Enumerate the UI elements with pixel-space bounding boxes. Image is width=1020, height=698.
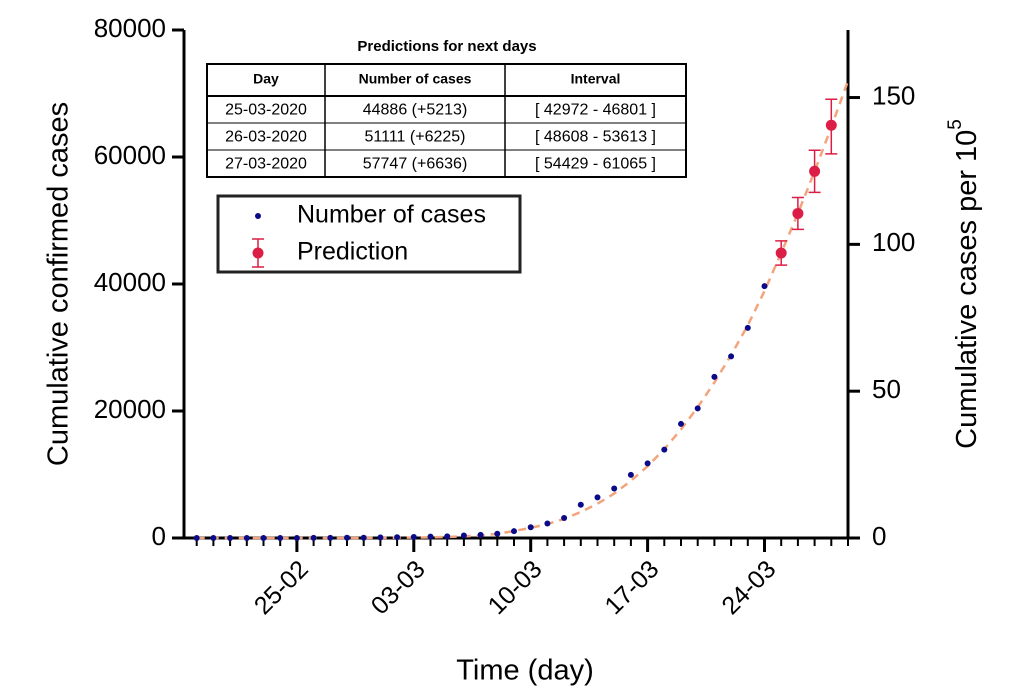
y2-axis-label-exponent: 5: [945, 119, 966, 130]
data-point: [310, 534, 317, 541]
y-axis-label: Cumulative confirmed cases: [43, 102, 75, 466]
table-cell: 57747 (+6636): [363, 156, 468, 173]
data-point: [744, 324, 751, 331]
data-point: [627, 471, 634, 478]
data-point: [243, 534, 250, 541]
data-point: [444, 533, 451, 540]
prediction-point: [775, 247, 787, 259]
legend-symbol: [255, 213, 261, 219]
table-cell: 27-03-2020: [225, 156, 307, 173]
data-point: [227, 534, 234, 541]
table-title: Predictions for next days: [357, 38, 536, 55]
table-cell: 25-03-2020: [225, 102, 307, 119]
data-point: [210, 534, 217, 541]
data-point: [711, 373, 718, 380]
data-point: [193, 534, 200, 541]
table-cell: [ 48608 - 53613 ]: [535, 129, 656, 146]
data-point: [277, 534, 284, 541]
data-point: [678, 420, 684, 427]
prediction-point: [792, 207, 804, 219]
data-point: [561, 515, 568, 522]
table-cell: 44886 (+5213): [363, 102, 468, 119]
y2-tick-label: 0: [872, 521, 886, 551]
data-point: [410, 533, 417, 540]
prediction-point: [825, 119, 837, 131]
data-point: [511, 528, 517, 535]
y-tick-label: 80000: [94, 13, 166, 43]
x-tick-label: 24-03: [716, 555, 781, 620]
data-point: [344, 534, 350, 541]
y-tick-label: 20000: [94, 394, 166, 424]
data-point: [327, 534, 334, 541]
prediction-point: [809, 165, 821, 177]
x-tick-label: 25-02: [249, 555, 314, 620]
data-point: [494, 530, 501, 537]
table-cell: [ 54429 - 61065 ]: [535, 156, 656, 173]
y-tick-label: 0: [152, 521, 166, 551]
data-point: [761, 283, 768, 290]
data-point: [728, 353, 735, 360]
fit-line: [196, 80, 850, 540]
table-header: Interval: [571, 71, 621, 87]
legend-label: Number of cases: [297, 201, 486, 229]
table-header: Number of cases: [359, 71, 472, 87]
table-border: [206, 63, 687, 178]
data-point: [360, 534, 367, 541]
data-point: [644, 460, 651, 467]
data-point: [661, 446, 668, 453]
data-point: [293, 534, 300, 541]
legend-box: [216, 194, 522, 274]
x-tick-label: 10-03: [483, 555, 548, 620]
data-point: [577, 501, 584, 508]
data-point: [394, 534, 401, 541]
table-cell: 26-03-2020: [225, 129, 307, 146]
x-axis-label: Time (day): [456, 655, 594, 687]
data-point: [377, 534, 384, 541]
data-point: [460, 532, 467, 539]
table-cell: [ 42972 - 46801 ]: [535, 102, 656, 119]
data-point: [594, 494, 601, 501]
table-header: Day: [253, 71, 279, 87]
y2-tick-label: 100: [872, 227, 915, 257]
data-point: [611, 485, 618, 492]
data-point: [527, 524, 534, 531]
y2-axis-label-text: Cumulative cases per 10: [951, 130, 983, 449]
y-tick-label: 60000: [94, 140, 166, 170]
x-tick-label: 17-03: [599, 555, 664, 620]
data-point: [477, 531, 484, 538]
legend-label: Prediction: [297, 238, 408, 266]
data-point: [544, 520, 551, 527]
y2-tick-label: 150: [872, 80, 915, 110]
y2-tick-label: 50: [872, 374, 901, 404]
data-point: [427, 533, 434, 540]
y2-axis-label: Cumulative cases per 105: [945, 119, 983, 449]
table-cell: 51111 (+6225): [365, 129, 466, 146]
data-point: [260, 534, 267, 541]
y-tick-label: 40000: [94, 267, 166, 297]
data-point: [694, 405, 701, 412]
legend-symbol: [252, 247, 264, 259]
x-tick-label: 03-03: [366, 555, 431, 620]
